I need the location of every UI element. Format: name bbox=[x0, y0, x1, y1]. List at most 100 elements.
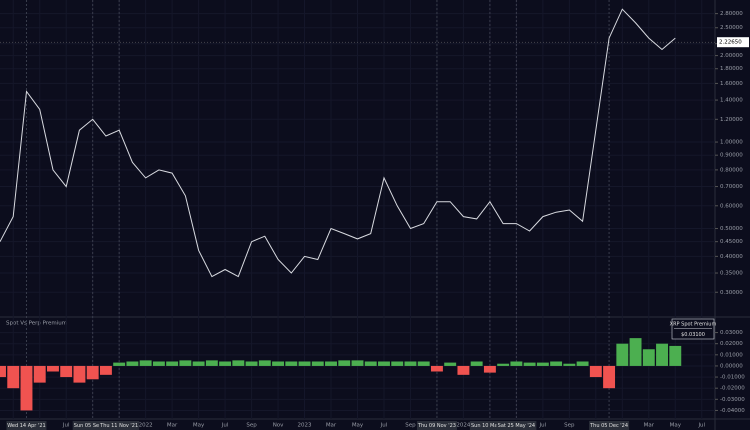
x-tick-label: 2022 bbox=[139, 423, 153, 429]
marker-label-box bbox=[72, 421, 113, 430]
y-tick-label: 0.01000 bbox=[720, 352, 743, 358]
premium-bar bbox=[47, 365, 59, 372]
marker-label: Thu 11 Nov '21 bbox=[99, 423, 138, 429]
premium-bar bbox=[311, 361, 324, 366]
premium-bar bbox=[7, 365, 20, 389]
premium-box-title: XRP Spot Premium bbox=[670, 322, 717, 328]
premium-bar bbox=[589, 365, 602, 378]
marker-label-box bbox=[416, 421, 457, 430]
premium-bar bbox=[404, 361, 417, 366]
marker-label: Sat 25 May '24 bbox=[498, 423, 535, 429]
premium-bar bbox=[603, 365, 616, 389]
marker-label-box bbox=[496, 421, 537, 430]
y-tick-label: 0.60000 bbox=[720, 203, 743, 209]
y-tick-label: 1.80000 bbox=[720, 66, 743, 72]
premium-bar bbox=[536, 362, 549, 366]
premium-bar bbox=[523, 362, 536, 366]
y-tick-label: -0.01000 bbox=[720, 375, 745, 381]
premium-bar bbox=[298, 361, 311, 366]
premium-bar bbox=[99, 365, 112, 375]
premium-bar bbox=[364, 361, 377, 366]
price-line bbox=[0, 8, 676, 278]
premium-bar bbox=[232, 360, 245, 366]
y-tick-label: 0.80000 bbox=[720, 167, 743, 173]
y-tick-label: 0.03000 bbox=[720, 330, 743, 336]
premium-bar bbox=[245, 361, 258, 366]
premium-bar bbox=[73, 365, 86, 383]
marker-label: Thu 09 Nov '23 bbox=[417, 423, 456, 429]
x-tick-label: 2024 bbox=[456, 423, 470, 429]
premium-bar bbox=[113, 362, 126, 366]
last-price-box bbox=[717, 37, 749, 48]
y-tick-label: 1.60000 bbox=[720, 81, 743, 87]
marker-label: Wed 14 Apr '21 bbox=[7, 423, 45, 429]
last-price-label: 2.22650 bbox=[719, 40, 742, 46]
marker-label: Sun 10 Mar '24 bbox=[471, 423, 509, 429]
marker-label: Thu 05 Dec '24 bbox=[589, 423, 628, 429]
premium-bar bbox=[152, 361, 165, 366]
y-tick-label: 0.02000 bbox=[720, 341, 743, 347]
premium-bar bbox=[430, 365, 443, 372]
x-tick-label: May bbox=[670, 423, 682, 429]
y-tick-label: 1.00000 bbox=[720, 140, 743, 146]
x-tick-label: Jul bbox=[221, 423, 229, 429]
x-tick-label: Jul bbox=[62, 423, 70, 429]
marker-label-box bbox=[469, 421, 510, 430]
premium-bar bbox=[576, 361, 589, 366]
y-tick-label: 0.90000 bbox=[720, 153, 743, 159]
y-tick-label: 2.00000 bbox=[720, 53, 743, 59]
premium-bar bbox=[192, 361, 205, 366]
premium-bar bbox=[285, 361, 298, 366]
marker-label: Sun 05 Sep '21 bbox=[74, 423, 112, 429]
premium-bar bbox=[33, 365, 46, 383]
premium-bar bbox=[444, 362, 457, 366]
premium-bar bbox=[656, 343, 668, 366]
premium-bar bbox=[0, 365, 6, 378]
premium-bar bbox=[272, 361, 285, 366]
x-tick-label: 2023 bbox=[298, 423, 312, 429]
x-tick-label: Jul bbox=[697, 423, 705, 429]
premium-bar bbox=[497, 363, 510, 366]
y-tick-label: 1.40000 bbox=[720, 98, 743, 104]
premium-bar bbox=[669, 345, 682, 366]
premium-bar bbox=[563, 363, 576, 366]
premium-bar bbox=[457, 365, 470, 375]
premium-bar bbox=[483, 365, 496, 373]
premium-box-value: $0.03100 bbox=[681, 332, 705, 338]
premium-bar bbox=[86, 365, 99, 380]
y-tick-label: -0.04000 bbox=[720, 408, 745, 414]
y-tick-label: 0.70000 bbox=[720, 184, 743, 190]
premium-bar bbox=[629, 338, 642, 366]
premium-bar bbox=[205, 360, 218, 366]
pane-title: Spot Vs Perp Premium bbox=[6, 321, 67, 327]
y-tick-label: 2.80000 bbox=[720, 11, 743, 17]
y-tick-label: 0.30000 bbox=[720, 290, 743, 296]
x-tick-label: Mar bbox=[167, 423, 178, 429]
y-tick-label: 0.00000 bbox=[720, 363, 743, 369]
marker-label-box bbox=[99, 421, 140, 430]
premium-bar bbox=[378, 361, 390, 366]
y-tick-label: -0.02000 bbox=[720, 386, 745, 392]
premium-bar bbox=[219, 361, 232, 366]
premium-bar bbox=[258, 360, 271, 366]
premium-bar bbox=[470, 361, 483, 366]
y-tick-label: 0.45000 bbox=[720, 239, 743, 245]
y-tick-label: 0.35000 bbox=[720, 271, 743, 277]
x-tick-label: Jul bbox=[539, 423, 547, 429]
y-tick-label: 0.40000 bbox=[720, 254, 743, 260]
premium-bar bbox=[510, 361, 523, 366]
y-tick-label: -0.03000 bbox=[720, 397, 745, 403]
x-tick-label: Sep bbox=[246, 423, 257, 429]
y-tick-label: 2.50000 bbox=[720, 25, 743, 31]
x-tick-label: Sep bbox=[405, 423, 416, 429]
x-tick-label: Nov bbox=[273, 423, 284, 429]
x-tick-label: Jul bbox=[380, 423, 388, 429]
premium-box bbox=[671, 318, 715, 340]
marker-label-box bbox=[6, 421, 47, 430]
premium-bar bbox=[325, 361, 337, 366]
y-tick-label: 1.20000 bbox=[720, 117, 743, 123]
premium-bar bbox=[417, 361, 430, 366]
premium-bar bbox=[391, 361, 404, 366]
